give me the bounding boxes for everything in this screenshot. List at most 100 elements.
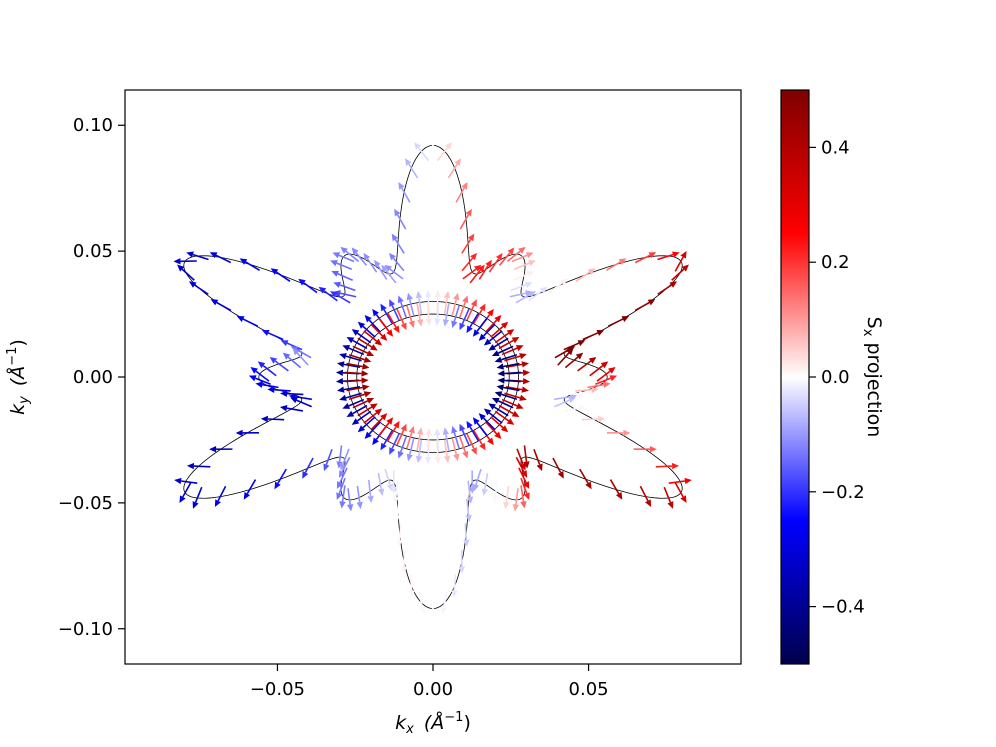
spin-arrow (509, 290, 533, 298)
spin-arrow (461, 252, 478, 272)
spin-arrow (330, 260, 353, 271)
spin-arrow (634, 252, 657, 264)
spin-arrow (466, 312, 480, 334)
colorbar-label: Sx projection (860, 317, 885, 438)
spin-arrow (408, 574, 415, 598)
spin-arrow (339, 485, 346, 509)
spin-arrow (380, 429, 394, 451)
spin-arrow (485, 421, 502, 440)
spin-arrow (394, 498, 401, 523)
spin-arrow (595, 375, 618, 385)
spin-arrow (485, 314, 502, 333)
spin-arrow (674, 482, 687, 504)
spin-arrow (257, 361, 277, 377)
spin-arrow (415, 439, 423, 464)
spin-arrow (501, 398, 524, 409)
y-tick-label: 0.00 (73, 367, 113, 388)
spin-arrow (394, 208, 407, 230)
spin-arrow (364, 421, 381, 440)
spin-arrow (505, 361, 529, 368)
spin-arrow (302, 457, 314, 479)
spin-arrow (516, 448, 526, 471)
spin-arrow (523, 445, 530, 469)
spin-arrow (352, 397, 375, 409)
spin-arrow (564, 352, 584, 369)
spin-arrow (390, 470, 397, 494)
spin-arrow (357, 337, 378, 351)
spin-arrow (434, 302, 441, 326)
spin-arrow (298, 278, 318, 294)
spin-arrow (342, 398, 365, 409)
spin-arrow (388, 252, 405, 272)
colorbar-tick-label: −0.4 (821, 597, 865, 618)
spin-arrow (214, 485, 227, 508)
spin-arrow (400, 550, 408, 574)
spin-arrow (339, 353, 362, 362)
spin-arrow (451, 574, 458, 598)
spin-arrow (503, 485, 510, 510)
spin-arrow (513, 260, 536, 271)
spin-arrow (363, 408, 383, 424)
spin-arrow (582, 330, 605, 341)
spin-arrow (609, 479, 623, 500)
spin-arrow (352, 345, 375, 357)
spin-arrow (490, 416, 509, 433)
spin-arrow (351, 410, 372, 425)
spin-arrow (491, 397, 514, 409)
spin-arrow (657, 251, 680, 261)
colorbar: 0.4 0.2 0.0 −0.2 −0.4 Sx projection (780, 89, 885, 665)
spin-arrow (472, 317, 488, 337)
spin-arrow (339, 392, 362, 401)
spin-arrow (607, 316, 630, 327)
x-axis-label: kx (Å−1) (395, 710, 471, 737)
spin-arrow (357, 321, 376, 338)
spin-arrow (634, 299, 656, 312)
spin-arrow (381, 264, 397, 284)
spin-arrow (269, 356, 289, 372)
spin-arrow (346, 362, 370, 370)
spin-arrow (331, 270, 354, 282)
spin-arrow (416, 303, 424, 327)
spin-arrow (554, 393, 578, 401)
spin-arrow (562, 390, 586, 397)
spin-arrow (447, 158, 461, 179)
spin-arrow (504, 392, 527, 401)
spin-arrow (455, 182, 468, 203)
spin-arrow (478, 259, 492, 280)
spin-arrow (520, 477, 530, 501)
x-tick-label: −0.05 (250, 679, 305, 700)
spin-arrow (488, 337, 509, 351)
spin-arrow (337, 361, 361, 368)
spin-arrow (396, 308, 407, 331)
spin-arrow (469, 264, 485, 284)
spin-arrow (415, 290, 423, 315)
spin-arrow (671, 264, 689, 281)
spin-arrow (260, 415, 285, 423)
y-tick-label: −0.05 (58, 493, 113, 514)
spin-arrow (498, 404, 520, 417)
spin-arrow (406, 438, 415, 462)
spin-arrow (443, 290, 451, 315)
spin-arrow (357, 403, 378, 417)
spin-arrow (440, 591, 448, 615)
spin-arrow (483, 330, 503, 346)
spin-arrow (389, 299, 400, 321)
spin-arrow (239, 258, 261, 272)
spin-arrow (505, 386, 529, 393)
spin-arrows (173, 135, 692, 619)
spin-arrow (674, 250, 687, 272)
spin-arrow (363, 252, 378, 273)
spin-arrow (270, 268, 291, 283)
spin-arrow (466, 433, 477, 455)
spin-arrow (668, 477, 692, 485)
spin-arrow (579, 468, 592, 490)
fermi-contour (347, 301, 519, 453)
spin-arrow (657, 281, 678, 295)
spin-arrow (472, 417, 488, 437)
spin-arrow (459, 308, 470, 331)
spin-arrow (581, 415, 606, 423)
spin-arrow (261, 330, 284, 341)
y-axis-label: ky(Å−1) (5, 339, 32, 415)
spin-arrow (188, 281, 209, 295)
spin-arrow (451, 292, 460, 316)
